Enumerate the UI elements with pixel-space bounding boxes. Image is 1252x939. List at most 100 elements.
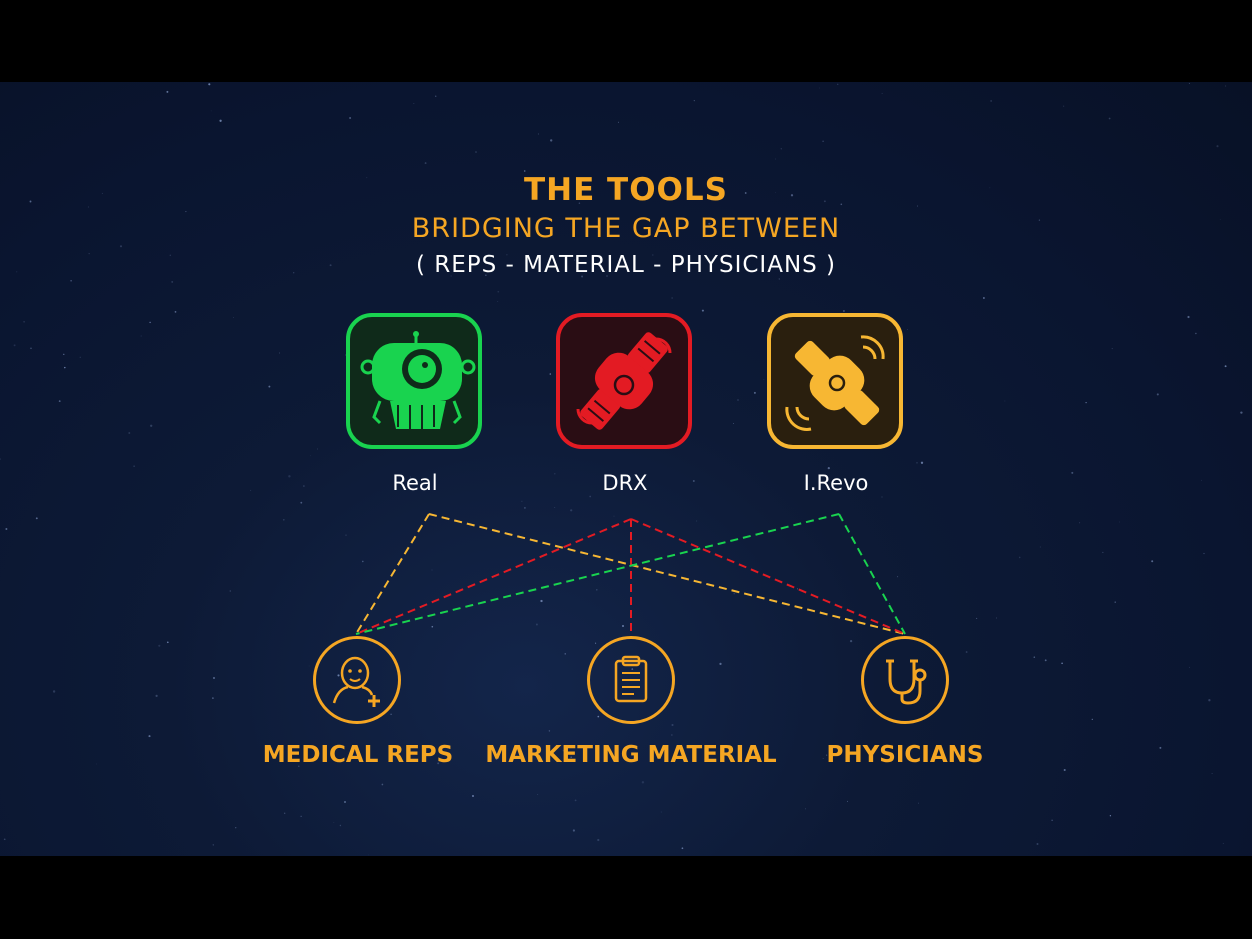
target-marketing-material[interactable] — [587, 636, 675, 724]
target-physicians[interactable] — [861, 636, 949, 724]
star — [96, 763, 97, 765]
star — [897, 576, 899, 578]
star — [827, 466, 830, 470]
star — [918, 802, 920, 804]
star — [475, 151, 477, 153]
star — [790, 194, 794, 197]
star — [171, 280, 174, 283]
star — [310, 455, 311, 457]
stethoscope-icon — [886, 659, 927, 705]
star — [345, 354, 347, 356]
tool-real[interactable] — [346, 313, 482, 449]
connector-drx-physicians — [630, 518, 906, 635]
star — [744, 192, 747, 194]
star — [29, 200, 32, 203]
star — [308, 665, 310, 667]
slide: THE TOOLS BRIDGING THE GAP BETWEEN ( REP… — [0, 82, 1252, 856]
star — [737, 399, 739, 401]
star — [349, 117, 352, 119]
star — [300, 815, 302, 817]
star — [535, 623, 538, 626]
star — [1071, 471, 1074, 474]
star — [1224, 365, 1227, 368]
star — [174, 311, 177, 313]
star — [158, 644, 161, 647]
star — [621, 624, 625, 628]
tool-label-real: Real — [392, 471, 438, 495]
star — [1102, 551, 1104, 553]
star — [0, 458, 1, 460]
star — [1119, 521, 1120, 523]
star — [822, 758, 824, 759]
star — [681, 847, 684, 850]
star — [578, 202, 581, 204]
tool-irevo[interactable] — [767, 313, 903, 449]
star — [339, 824, 342, 827]
star — [733, 423, 734, 424]
star — [564, 653, 566, 655]
star — [554, 473, 556, 475]
star — [1033, 656, 1036, 658]
page-tagline: ( REPS - MATERIAL - PHYSICIANS ) — [415, 252, 837, 278]
star — [410, 476, 411, 478]
star — [140, 335, 142, 337]
star — [64, 366, 66, 369]
star — [671, 723, 674, 727]
star — [52, 690, 56, 693]
star — [818, 87, 820, 89]
star — [983, 297, 985, 299]
star — [1061, 662, 1063, 665]
star — [485, 274, 487, 276]
star — [1203, 552, 1205, 555]
star — [79, 356, 81, 358]
star — [362, 560, 364, 563]
star — [849, 639, 853, 643]
star — [149, 321, 151, 324]
star — [763, 379, 765, 380]
star — [1240, 411, 1243, 414]
target-medical-reps[interactable] — [313, 636, 401, 724]
star — [169, 254, 172, 257]
star — [524, 507, 526, 509]
tool-drx[interactable] — [556, 313, 692, 449]
star — [279, 352, 280, 354]
star — [976, 617, 978, 619]
star — [990, 100, 992, 102]
star — [549, 373, 552, 375]
star — [366, 177, 368, 179]
star — [1187, 315, 1190, 319]
star — [548, 730, 551, 732]
star — [232, 316, 234, 318]
star — [58, 400, 61, 403]
star — [1018, 556, 1021, 559]
star — [696, 520, 698, 522]
star — [1222, 842, 1224, 844]
star — [150, 424, 153, 427]
star — [13, 344, 16, 347]
star — [775, 191, 776, 193]
connector-irevo-medical-reps — [355, 513, 840, 635]
connector-real-physicians — [428, 513, 906, 635]
star — [3, 838, 6, 841]
star — [1219, 219, 1221, 221]
connector-drx-medical-reps — [355, 518, 632, 635]
star — [597, 838, 600, 842]
star — [595, 642, 597, 644]
star — [671, 297, 673, 299]
star — [554, 506, 556, 508]
star — [128, 432, 131, 434]
star — [719, 662, 722, 666]
star — [300, 501, 303, 504]
star — [823, 200, 826, 203]
star — [431, 625, 434, 628]
connector-real-medical-reps — [355, 513, 430, 635]
star — [693, 100, 695, 102]
star — [1216, 145, 1219, 148]
tool-label-drx: DRX — [602, 471, 648, 495]
star — [692, 480, 695, 482]
star — [1085, 401, 1087, 404]
star — [23, 320, 25, 323]
star — [826, 754, 828, 756]
star — [837, 83, 839, 85]
star — [1039, 546, 1041, 548]
